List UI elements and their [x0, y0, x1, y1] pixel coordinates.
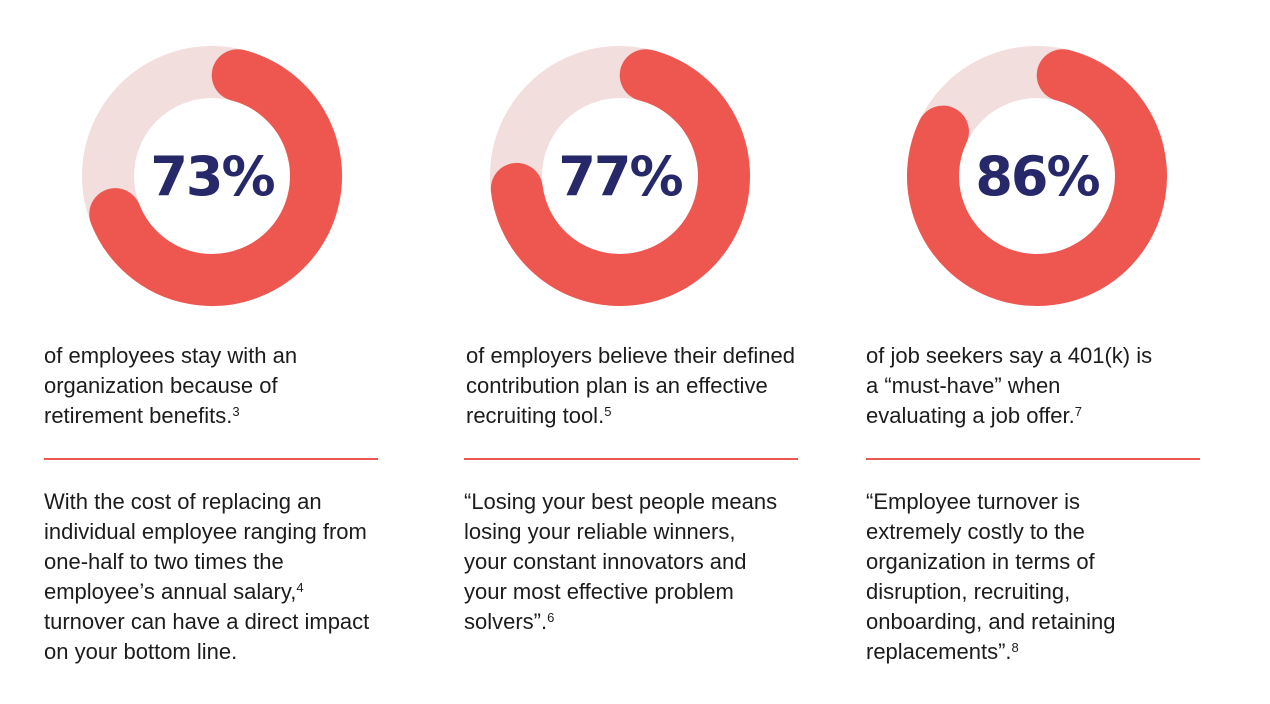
divider — [44, 458, 378, 460]
donut-value-arc — [907, 49, 1167, 306]
body-text: “Employee turnover is extremely costly t… — [866, 489, 1116, 664]
donut-chart: 86% — [906, 45, 1168, 307]
body-text: With the cost of replacing an individual… — [44, 489, 370, 664]
stat-caption: of job seekers say a 401(k) is a “must-h… — [866, 343, 1153, 428]
donut-percent-label: 73% — [150, 144, 275, 208]
body-text: “Losing your best people means losing yo… — [464, 489, 778, 634]
stat-caption: of employees stay with an organization b… — [44, 343, 298, 428]
stat-column-1: 73% of employees stay with an organizati… — [0, 0, 378, 704]
stat-column-2: 77% of employers believe their defined c… — [0, 0, 798, 704]
divider — [464, 458, 798, 460]
donut-chart: 77% — [489, 45, 751, 307]
donut-value-arc — [490, 49, 750, 306]
donut-chart: 73% — [81, 45, 343, 307]
stat-caption: of employers believe their defined contr… — [466, 343, 795, 428]
donut-value-arc — [89, 49, 342, 306]
donut-percent-label: 77% — [558, 144, 683, 208]
stat-column-3: 86% of job seekers say a 401(k) is a “mu… — [0, 0, 1200, 704]
divider — [866, 458, 1200, 460]
donut-percent-label: 86% — [975, 144, 1100, 208]
